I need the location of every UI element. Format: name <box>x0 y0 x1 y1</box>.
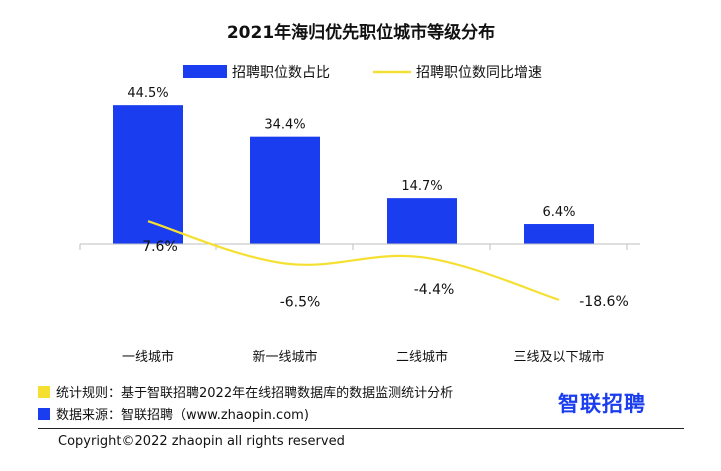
bar-0 <box>113 105 183 244</box>
line-label-2: -4.4% <box>414 282 455 298</box>
legend-bar-swatch <box>183 65 227 78</box>
legend: 招聘职位数占比 招聘职位数同比增速 <box>183 65 542 81</box>
line-label-1: -6.5% <box>280 295 321 311</box>
rule-note-swatch <box>38 385 50 398</box>
bar-label-0: 44.5% <box>127 86 168 101</box>
footer-divider <box>38 428 684 429</box>
rule-note-text: 统计规则：基于智联招聘2022年在线招聘数据库的数据监测统计分析 <box>56 386 454 401</box>
category-label-3: 三线及以下城市 <box>513 349 604 365</box>
bar-label-2: 14.7% <box>401 179 442 194</box>
chart: 2021年海归优先职位城市等级分布 招聘职位数占比 招聘职位数同比增速 44.5… <box>79 22 640 365</box>
category-label-1: 新一线城市 <box>252 349 317 365</box>
bar-label-1: 34.4% <box>264 118 305 133</box>
legend-line-label: 招聘职位数同比增速 <box>416 65 542 81</box>
bar-3 <box>524 224 594 244</box>
source-note-text: 数据来源：智联招聘（www.zhaopin.com) <box>56 408 309 423</box>
line-labels: 7.6% -6.5% -4.4% -18.6% <box>142 239 629 310</box>
line-label-3: -18.6% <box>579 294 629 310</box>
category-label-0: 一线城市 <box>122 349 174 365</box>
bar-2 <box>387 198 457 244</box>
chart-title: 2021年海归优先职位城市等级分布 <box>227 22 495 43</box>
brand-logo: 智联招聘 <box>558 392 646 416</box>
source-note-swatch <box>38 407 50 420</box>
bar-series: 44.5% 34.4% 14.7% 6.4% <box>113 86 594 244</box>
bar-1 <box>250 136 320 244</box>
bar-label-3: 6.4% <box>542 205 575 220</box>
rule-note: 统计规则：基于智联招聘2022年在线招聘数据库的数据监测统计分析 <box>38 382 453 401</box>
category-label-2: 二线城市 <box>396 349 448 365</box>
x-axis-labels: 一线城市 新一线城市 二线城市 三线及以下城市 <box>122 349 605 365</box>
legend-bar-label: 招聘职位数占比 <box>232 65 330 81</box>
growth-line <box>147 220 560 301</box>
line-label-0: 7.6% <box>142 239 178 255</box>
source-note: 数据来源：智联招聘（www.zhaopin.com) <box>38 404 309 423</box>
copyright: Copyright©2022 zhaopin all rights reserv… <box>58 434 345 449</box>
